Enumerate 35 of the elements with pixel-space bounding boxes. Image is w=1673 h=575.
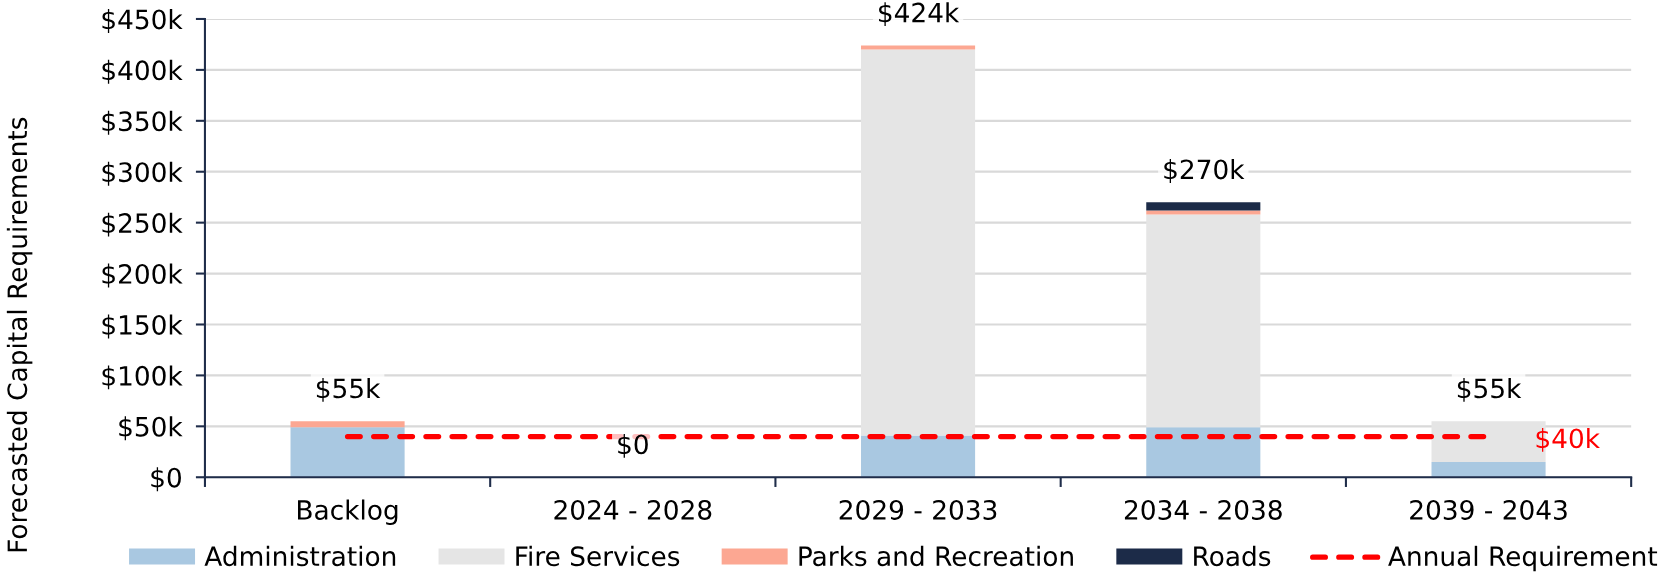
bar <box>1146 202 1261 211</box>
y-axis-title: Forecasted Capital Requirements <box>6 117 33 552</box>
legend-label: Fire Services <box>516 545 680 567</box>
x-tick-label: 2034 - 2038 <box>1124 499 1282 520</box>
y-tick-label: $50k <box>119 416 183 441</box>
bar <box>290 427 405 478</box>
legend-label: Administration <box>204 545 396 567</box>
total-label: $55k <box>1457 377 1522 402</box>
y-tick-label: $250k <box>102 212 183 237</box>
legend-label: Annual Requirement <box>1388 545 1658 572</box>
bar <box>861 435 976 478</box>
data-label: $40k <box>1536 427 1600 452</box>
x-tick-label: 2024 - 2028 <box>554 499 712 520</box>
y-tick-label: $100k <box>102 365 183 390</box>
y-tick-label: $300k <box>102 161 183 186</box>
total-label: $424k <box>879 2 960 27</box>
bar <box>1146 427 1261 478</box>
x-tick-label: Backlog <box>298 499 398 526</box>
legend-label: Roads <box>1194 545 1271 567</box>
legend-label: Parks and Recreation <box>799 545 1073 567</box>
y-tick-label: $200k <box>102 263 183 288</box>
y-tick-label: $150k <box>102 314 183 339</box>
bar <box>1146 210 1261 215</box>
y-tick-label: $350k <box>102 110 183 135</box>
total-label: $270k <box>1164 158 1245 183</box>
total-label: $0 <box>618 433 648 458</box>
y-tick-label: $450k <box>102 8 183 33</box>
bar <box>861 45 976 50</box>
y-tick-label: $400k <box>102 59 183 84</box>
x-tick-label: 2039 - 2043 <box>1410 499 1567 520</box>
y-tick-label: $0 <box>151 467 181 492</box>
bar <box>1431 461 1546 478</box>
bar <box>290 421 405 428</box>
total-label: $55k <box>316 377 381 402</box>
x-tick-label: 2029 - 2033 <box>839 499 997 520</box>
